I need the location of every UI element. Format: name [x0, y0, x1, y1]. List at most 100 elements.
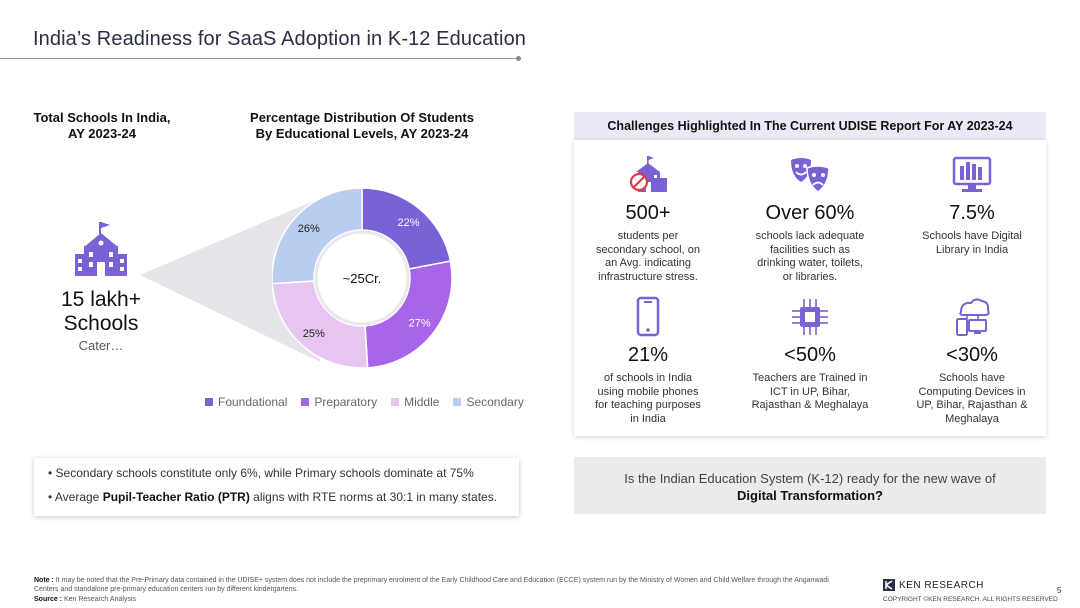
challenge-value: 7.5% [949, 202, 995, 224]
insight-bullet-2-pre: Average [54, 490, 103, 504]
page-title: India’s Readiness for SaaS Adoption in K… [33, 28, 527, 50]
donut-label-middle: 25% [303, 328, 325, 340]
total-schools-value: 15 lakh+ Schools [40, 288, 162, 336]
donut-hole [314, 230, 410, 326]
donut-center-label: ~25Cr. [343, 271, 382, 286]
copyright: COPYRIGHT ©KEN RESEARCH. ALL RIGHTS RESE… [883, 596, 1058, 603]
challenge-value: <30% [946, 344, 998, 366]
legend-swatch [391, 398, 400, 406]
page-number: 5 [1057, 586, 1062, 595]
desc-line: ICT in UP, Bihar, [769, 385, 851, 398]
ken-research-logo: KEN RESEARCH [883, 579, 984, 591]
legend-label: Middle [404, 395, 440, 409]
total-schools-line2: Schools [63, 312, 139, 335]
insight-bullet-1-text: Secondary schools constitute only 6%, wh… [55, 466, 474, 480]
desc-line: in India [630, 412, 666, 425]
key-insights-box: • Secondary schools constitute only 6%, … [34, 458, 519, 516]
distribution-heading: Percentage Distribution Of Students By E… [232, 110, 492, 142]
challenge-item: 21% of schools in India using mobile pho… [578, 296, 718, 426]
caters-text: Cater… [78, 338, 124, 353]
desc-line: of schools in India [603, 372, 693, 384]
mobile-phone-icon [636, 296, 660, 337]
student-distribution-donut: 22% 27% 25% 26% ~25Cr. [272, 188, 452, 368]
legend-swatch [453, 398, 462, 406]
desc-line: secondary school, on [596, 243, 700, 256]
school-building-icon [75, 222, 127, 276]
theatre-masks-icon [791, 158, 830, 193]
title-divider [0, 58, 518, 59]
chart-legend: Foundational Preparatory Middle Secondary [205, 395, 524, 409]
question-bold: Digital Transformation? [737, 488, 883, 503]
desc-line: Schools have [938, 372, 1006, 384]
challenges-heading: Challenges Highlighted In The Current UD… [574, 112, 1046, 140]
total-schools-heading-line1: Total Schools In India, [33, 110, 171, 125]
ict-chip-icon [792, 299, 828, 335]
source-text: Ken Research Analysis [62, 596, 136, 603]
challenge-item: <50% Teachers are Trained in ICT in UP, … [740, 296, 880, 413]
challenge-value: <50% [784, 344, 836, 366]
logo-text: KEN RESEARCH [899, 579, 984, 591]
donut-label-preparatory: 27% [409, 318, 431, 330]
challenge-desc: Schools have Digital Library in India [902, 230, 1042, 257]
legend-item-preparatory: Preparatory [301, 395, 377, 409]
challenge-desc: schools lack adequate facilities such as… [740, 230, 880, 284]
legend-swatch [301, 398, 310, 406]
challenge-item: Over 60% schools lack adequate facilitie… [740, 154, 880, 284]
desc-line: drinking water, toilets, [757, 257, 863, 269]
desc-line: students per [617, 230, 679, 242]
distribution-heading-line2: By Educational Levels, AY 2023-24 [255, 126, 469, 141]
desc-line: using mobile phones [597, 385, 699, 398]
distribution-heading-line1: Percentage Distribution Of Students [250, 110, 474, 125]
ptr-bold: Pupil-Teacher Ratio (PTR) [102, 490, 250, 504]
donut-slice-preparatory [364, 260, 452, 368]
desc-line: Meghalaya [945, 412, 999, 425]
computing-devices-icon [956, 298, 990, 336]
insight-bullet-2-post: aligns with RTE norms at 30:1 in many st… [249, 490, 498, 504]
footer-source: Source : Ken Research Analysis [34, 596, 136, 603]
insight-bullet-2: • Average Pupil-Teacher Ratio (PTR) alig… [48, 490, 498, 504]
legend-item-middle: Middle [391, 395, 439, 409]
desc-line: infrastructure stress. [598, 270, 698, 283]
challenge-value: 500+ [625, 202, 671, 224]
total-schools-heading-line2: AY 2023-24 [68, 126, 136, 141]
note-label: Note : [34, 577, 54, 584]
desc-line: Schools have Digital [922, 230, 1022, 242]
question-box: Is the Indian Education System (K-12) re… [574, 457, 1046, 514]
challenge-desc: students per secondary school, on an Avg… [578, 230, 718, 284]
desc-line: facilities such as [769, 243, 851, 256]
legend-item-foundational: Foundational [205, 395, 287, 409]
legend-label: Foundational [218, 395, 288, 409]
title-divider-dot [516, 56, 521, 61]
challenge-desc: Schools have Computing Devices in UP, Bi… [902, 372, 1042, 426]
challenge-item: 500+ students per secondary school, on a… [578, 154, 718, 284]
total-schools-heading: Total Schools In India, AY 2023-24 [28, 110, 176, 142]
insight-bullet-1: • Secondary schools constitute only 6%, … [48, 466, 474, 480]
challenge-value: Over 60% [765, 202, 855, 224]
desc-line: schools lack adequate [755, 230, 865, 242]
legend-swatch [205, 398, 213, 406]
desc-line: for teaching purposes [595, 399, 701, 411]
legend-item-secondary: Secondary [453, 395, 524, 409]
desc-line: Library in India [935, 243, 1009, 256]
donut-slice-secondary [272, 188, 363, 285]
challenge-desc: of schools in India using mobile phones … [578, 372, 718, 426]
legend-label: Preparatory [314, 395, 378, 409]
desc-line: Computing Devices in [918, 385, 1026, 398]
donut-label-secondary: 26% [298, 223, 320, 235]
challenge-value: 21% [627, 344, 669, 366]
desc-line: UP, Bihar, Rajasthan & [916, 399, 1028, 411]
digital-library-icon [952, 156, 992, 192]
source-label: Source : [34, 596, 63, 603]
donut-label-foundational: 22% [398, 217, 420, 229]
desc-line: an Avg. indicating [604, 257, 692, 269]
desc-line: Teachers are Trained in [752, 372, 868, 384]
total-schools-line1: 15 lakh+ [61, 288, 141, 311]
legend-label: Secondary [466, 395, 524, 409]
ken-logo-icon [883, 579, 895, 591]
note-text: It may be noted that the Pre-Primary dat… [34, 577, 829, 593]
footer-note: Note : It may be noted that the Pre-Prim… [34, 576, 834, 594]
desc-line: or libraries. [782, 270, 838, 283]
challenge-item: <30% Schools have Computing Devices in U… [902, 296, 1042, 426]
desc-line: Rajasthan & Meghalaya [751, 399, 869, 411]
challenge-item: 7.5% Schools have Digital Library in Ind… [902, 154, 1042, 257]
